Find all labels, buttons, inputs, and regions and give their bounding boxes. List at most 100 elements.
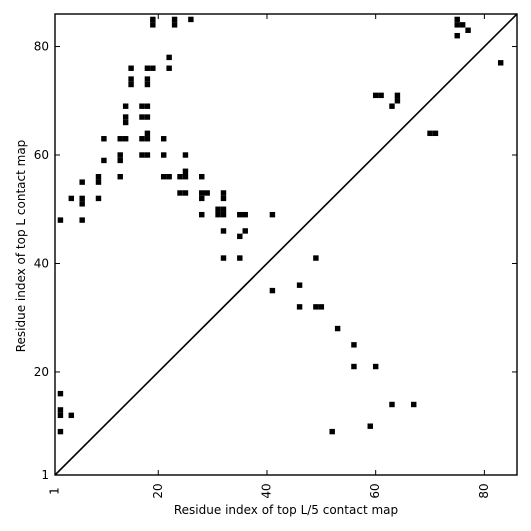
contact-cell-top-l [313, 255, 319, 261]
contact-cell-top-l [122, 136, 129, 142]
contact-cell-top-l [139, 103, 145, 109]
contact-cell-top-l [79, 195, 85, 202]
contact-cell-top-l [220, 228, 227, 234]
y-axis-ticks: 1 20 40 60 80 [34, 40, 517, 482]
contact-cell-top-l [139, 114, 145, 120]
contact-cell-top-l [177, 173, 183, 180]
contact-cell-top-l [95, 173, 102, 180]
contact-cell-top-l [242, 228, 248, 234]
contact-cell-top-l [122, 114, 129, 120]
contact-cell-top-l [378, 92, 384, 99]
contact-cell-top-l5 [367, 423, 373, 429]
contact-cell-top-l [117, 157, 123, 164]
contact-cell-top-l [204, 190, 210, 196]
contact-cell-top-l [237, 211, 243, 218]
contact-cell-top-l [220, 211, 227, 218]
y-tick-label: 60 [34, 148, 49, 162]
contact-cell-top-l [237, 233, 243, 240]
contact-cell-top-l [144, 81, 151, 88]
contact-cell-top-l [122, 103, 129, 109]
y-axis-label: Residue index of top L contact map [14, 140, 28, 353]
contact-cell-top-l5 [329, 428, 335, 435]
contact-cell-top-l [144, 152, 151, 158]
contact-cell-top-l [459, 22, 466, 28]
contact-cell-top-l [95, 195, 102, 202]
plot-frame [54, 13, 518, 476]
contact-marks [57, 16, 504, 435]
contact-cell-top-l [79, 217, 85, 223]
contact-cell-top-l [166, 173, 172, 180]
contact-cell-top-l5 [57, 407, 64, 413]
contact-cell-top-l [199, 190, 205, 196]
y-tick-label: 1 [41, 468, 49, 482]
contact-cell-top-l [144, 103, 151, 109]
contact-cell-top-l [199, 195, 205, 202]
contact-cell-top-l [497, 60, 504, 66]
contact-cell-top-l [101, 157, 107, 164]
contact-cell-top-l [68, 195, 75, 202]
contact-cell-top-l [95, 179, 102, 185]
contact-cell-top-l [351, 342, 357, 348]
contact-cell-top-l [394, 98, 401, 104]
contact-cell-top-l [220, 195, 227, 202]
contact-cell-top-l [296, 304, 303, 310]
contact-cell-top-l [296, 282, 303, 288]
contact-cell-top-l [372, 363, 379, 370]
contact-cell-top-l [144, 76, 151, 82]
contact-cell-top-l [454, 22, 460, 28]
x-tick-label: 40 [259, 483, 273, 498]
contact-cell-top-l5 [389, 401, 395, 408]
contact-cell-top-l [199, 173, 205, 180]
contact-cell-top-l [220, 190, 227, 196]
contact-cell-top-l [122, 119, 129, 126]
contact-cell-top-l [220, 255, 227, 261]
contact-cell-top-l [160, 152, 167, 158]
contact-cell-top-l [313, 304, 319, 310]
contact-cell-top-l5 [68, 412, 75, 419]
contact-cell-top-l [427, 130, 433, 137]
contact-cell-top-l [171, 16, 178, 23]
contact-cell-top-l5 [57, 428, 64, 435]
contact-cell-top-l [117, 152, 123, 158]
y-tick-label: 40 [34, 256, 49, 270]
contact-cell-top-l [144, 114, 151, 120]
contact-cell-top-l [144, 136, 151, 142]
contact-cell-top-l [101, 136, 107, 142]
x-tick-label: 1 [48, 487, 62, 495]
contact-cell-top-l [454, 16, 460, 23]
contact-cell-top-l [242, 211, 248, 218]
contact-cell-top-l [318, 304, 325, 310]
contact-cell-top-l [117, 173, 123, 180]
contact-cell-top-l [144, 130, 151, 137]
contact-cell-top-l [150, 16, 156, 23]
contact-cell-top-l [57, 217, 64, 223]
contact-cell-top-l5 [57, 390, 64, 397]
contact-cell-top-l [144, 65, 151, 71]
x-tick-label: 20 [151, 483, 165, 498]
contact-cell-top-l [182, 190, 189, 196]
x-axis-label: Residue index of top L/5 contact map [174, 503, 398, 517]
contact-cell-top-l [128, 65, 134, 71]
contact-cell-top-l [182, 152, 189, 158]
contact-cell-top-l [128, 81, 134, 88]
contact-cell-top-l [166, 54, 172, 61]
contact-cell-top-l [215, 211, 221, 218]
y-tick-label: 20 [34, 365, 49, 379]
x-tick-label: 60 [368, 483, 382, 498]
contact-cell-top-l [199, 211, 205, 218]
contact-cell-top-l [117, 136, 123, 142]
contact-cell-top-l5 [411, 401, 417, 408]
contact-cell-top-l [215, 206, 221, 212]
x-axis-ticks: 1 20 40 60 80 [48, 14, 491, 499]
contact-cell-top-l [139, 152, 145, 158]
contact-cell-top-l [166, 65, 172, 71]
contact-cell-top-l [150, 22, 156, 28]
contact-cell-top-l [237, 255, 243, 261]
contact-cell-top-l [182, 173, 189, 180]
contact-cell-top-l [351, 363, 357, 370]
contact-cell-top-l [389, 103, 395, 109]
contact-cell-top-l [128, 76, 134, 82]
contact-cell-top-l5 [57, 412, 64, 419]
contact-cell-top-l [79, 201, 85, 207]
